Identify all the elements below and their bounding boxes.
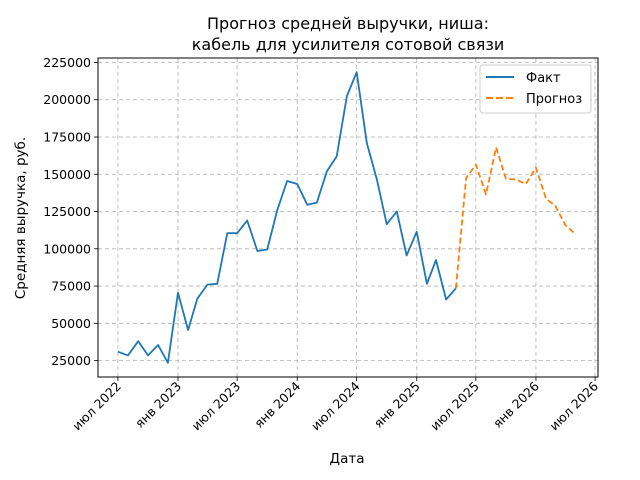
series-line-fact — [117, 71, 457, 364]
legend-label-fact: Факт — [526, 71, 561, 86]
series-line-forecast — [455, 146, 576, 289]
legend: Факт Прогноз — [479, 64, 592, 114]
series-lines — [117, 71, 576, 364]
y-tick-label: 75000 — [51, 279, 91, 294]
y-tick-label: 100000 — [43, 241, 91, 256]
y-tick-label: 175000 — [43, 130, 91, 145]
y-tick-label: 50000 — [51, 316, 91, 331]
y-axis-ticks: 25000 50000 75000 100000 125000 150000 175000 2… — [43, 55, 98, 368]
y-tick-label: 25000 — [51, 353, 91, 368]
y-tick-label: 125000 — [43, 204, 91, 219]
y-tick-label: 225000 — [43, 55, 91, 70]
x-axis-label: Дата — [330, 451, 365, 467]
y-tick-label: 200000 — [43, 92, 91, 107]
y-axis-label: Средняя выручка, руб. — [13, 137, 29, 299]
chart-title-line-2: кабель для усилителя сотовой связи — [192, 35, 504, 54]
y-tick-label: 150000 — [43, 167, 91, 182]
chart-title-line-1: Прогноз средней выручки, ниша: — [207, 14, 489, 33]
legend-label-forecast: Прогноз — [526, 92, 582, 107]
plot-frame — [97, 57, 599, 378]
